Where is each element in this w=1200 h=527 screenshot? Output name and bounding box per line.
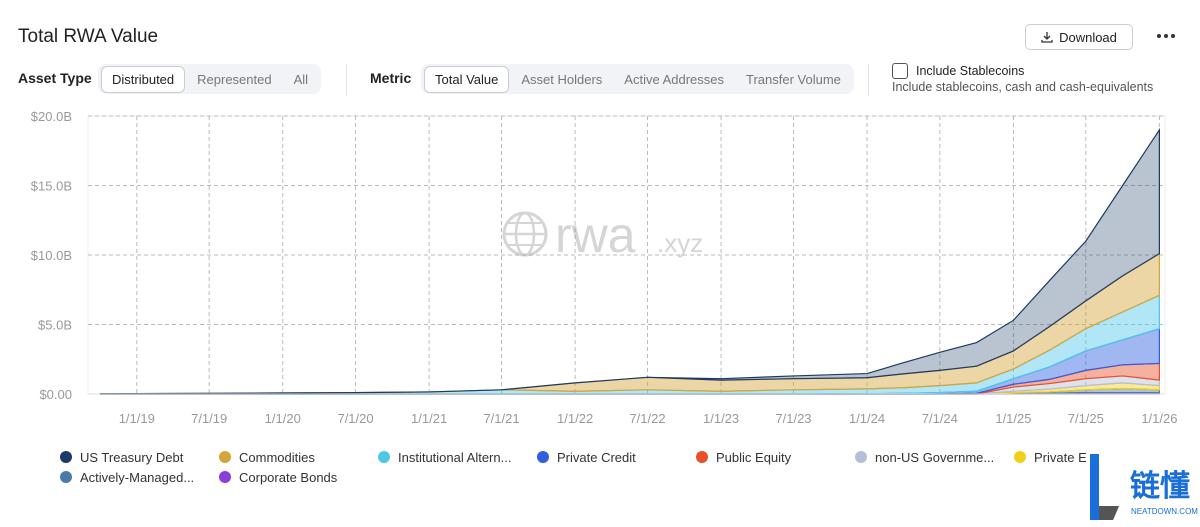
legend-label: Institutional Altern... — [398, 450, 511, 465]
x-tick-label: 1/1/20 — [265, 411, 301, 426]
download-button[interactable]: Download — [1025, 24, 1133, 50]
asset-type-toggle: Distributed Represented All — [98, 64, 322, 94]
legend-label: non-US Governme... — [875, 450, 994, 465]
asset-type-label: Asset Type — [18, 70, 92, 86]
logo: 链懂 NEATDOWN.COM — [1086, 452, 1200, 522]
x-tick-label: 7/1/25 — [1068, 411, 1104, 426]
legend-label: Private E — [1034, 450, 1087, 465]
area — [99, 252, 1160, 395]
toggle-option[interactable]: Represented — [197, 71, 272, 87]
toggle-option[interactable]: Total Value — [424, 65, 510, 93]
logo-site: NEATDOWN.COM — [1131, 507, 1198, 516]
more-menu[interactable] — [1156, 32, 1178, 40]
legend-label: Public Equity — [716, 450, 792, 465]
logo-text: 链懂 — [1130, 469, 1190, 503]
x-tick-label: 1/1/21 — [411, 411, 447, 426]
metric-label: Metric — [370, 70, 412, 86]
legend-swatch — [696, 451, 708, 463]
x-tick-label: 7/1/22 — [629, 411, 665, 426]
checkbox-label: Include Stablecoins — [916, 64, 1025, 78]
download-icon — [1041, 32, 1053, 43]
toggle-option[interactable]: Transfer Volume — [746, 71, 841, 87]
legend-swatch — [219, 471, 231, 483]
watermark: rwa .xyz — [502, 207, 703, 263]
title: Total RWA Value — [18, 26, 159, 47]
x-tick-label: 7/1/23 — [775, 411, 811, 426]
legend-swatch — [219, 451, 231, 463]
y-tick-label: $10.0B — [31, 248, 72, 263]
legend-swatch — [60, 471, 72, 483]
logo-mark: 链懂 NEATDOWN.COM — [1090, 454, 1198, 520]
download-label: Download — [1059, 29, 1117, 45]
divider — [346, 64, 347, 96]
y-tick-label: $15.0B — [31, 179, 72, 194]
watermark-main: rwa — [555, 207, 636, 263]
area — [99, 127, 1160, 395]
chart: $0.00 $5.0B $10.0B $15.0B $20.0B 1/1/19 7/1/19… — [31, 109, 1178, 485]
toggle-option[interactable]: Active Addresses — [624, 71, 724, 87]
toggle-option[interactable]: All — [293, 71, 309, 87]
x-tick-label: 1/1/25 — [995, 411, 1031, 426]
x-tick-label: 1/1/22 — [557, 411, 593, 426]
legend-swatch — [378, 451, 390, 463]
legend-swatch — [60, 451, 72, 463]
x-tick-label: 1/1/26 — [1141, 411, 1177, 426]
checkbox[interactable] — [892, 63, 908, 79]
legend-label: Actively-Managed... — [80, 470, 194, 485]
legend-label: Private Credit — [557, 450, 636, 465]
x-tick-label: 7/1/19 — [191, 411, 227, 426]
legend-swatch — [1014, 451, 1026, 463]
legend-swatch — [855, 451, 867, 463]
y-tick-label: $20.0B — [31, 109, 72, 124]
x-tick-label: 7/1/24 — [922, 411, 958, 426]
x-tick-label: 1/1/24 — [849, 411, 885, 426]
legend-swatch — [537, 451, 549, 463]
x-tick-label: 7/1/21 — [483, 411, 519, 426]
legend-label: Corporate Bonds — [239, 470, 338, 485]
toggle-option[interactable]: Asset Holders — [521, 71, 603, 87]
x-tick-label: 7/1/20 — [337, 411, 373, 426]
legend-label: Commodities — [239, 450, 315, 465]
legend-label: US Treasury Debt — [80, 450, 184, 465]
y-tick-label: $5.0B — [38, 318, 72, 333]
metric-toggle: Total Value Asset Holders Active Addresses… — [421, 64, 854, 94]
x-tick-label: 1/1/23 — [703, 411, 739, 426]
y-tick-label: $0.00 — [39, 387, 72, 402]
x-tick-label: 1/1/19 — [119, 411, 155, 426]
watermark-suffix: .xyz — [657, 228, 703, 258]
toggle-option[interactable]: Distributed — [101, 65, 186, 93]
checkbox-description: Include stablecoins, cash and cash-equiv… — [892, 80, 1154, 94]
divider — [868, 64, 869, 96]
